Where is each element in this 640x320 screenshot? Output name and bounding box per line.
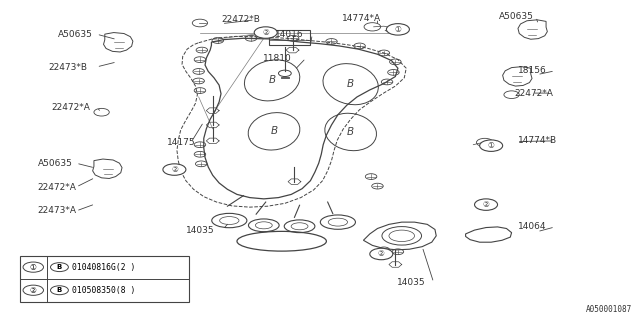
Circle shape xyxy=(254,27,277,38)
Text: ②: ② xyxy=(483,200,490,209)
Text: B: B xyxy=(271,126,278,136)
Text: A50635: A50635 xyxy=(499,12,534,21)
Text: 22473*A: 22473*A xyxy=(38,206,77,215)
Circle shape xyxy=(23,285,44,295)
Text: 11810: 11810 xyxy=(262,53,291,62)
Circle shape xyxy=(479,140,502,151)
Circle shape xyxy=(51,263,68,272)
Text: A50635: A50635 xyxy=(38,159,72,168)
Circle shape xyxy=(51,286,68,295)
Circle shape xyxy=(23,262,44,272)
Text: 22472*B: 22472*B xyxy=(221,15,260,24)
Text: A50635: A50635 xyxy=(58,30,93,39)
Circle shape xyxy=(370,248,393,260)
Circle shape xyxy=(163,164,186,175)
Text: ②: ② xyxy=(171,165,178,174)
Text: ①: ① xyxy=(30,263,36,272)
Text: 22472*A: 22472*A xyxy=(38,183,77,192)
Text: 01040816G(2 ): 01040816G(2 ) xyxy=(72,263,136,272)
Text: ②: ② xyxy=(262,28,269,37)
Text: A050001087: A050001087 xyxy=(586,305,632,314)
Text: 14175: 14175 xyxy=(167,138,195,147)
Circle shape xyxy=(474,199,497,210)
Text: 14035: 14035 xyxy=(397,278,425,287)
Text: ②: ② xyxy=(378,250,385,259)
Text: B: B xyxy=(269,75,276,85)
Text: 14774*B: 14774*B xyxy=(518,136,557,145)
Text: B: B xyxy=(57,264,62,270)
Text: 18156: 18156 xyxy=(518,66,547,75)
Text: ②: ② xyxy=(30,286,36,295)
Text: 14064: 14064 xyxy=(518,222,547,231)
Circle shape xyxy=(387,24,410,35)
Bar xyxy=(20,256,189,302)
Text: 14035: 14035 xyxy=(186,226,214,235)
Text: B: B xyxy=(57,287,62,293)
Text: ①: ① xyxy=(488,141,495,150)
Text: B: B xyxy=(347,127,354,137)
Text: 14016: 14016 xyxy=(275,30,304,39)
Text: ①: ① xyxy=(394,25,401,34)
Text: B: B xyxy=(347,79,354,89)
Text: 22472*A: 22472*A xyxy=(515,89,554,98)
Text: 22473*B: 22473*B xyxy=(49,63,88,72)
Bar xyxy=(269,30,310,45)
Text: 010508350(8 ): 010508350(8 ) xyxy=(72,286,136,295)
Text: 22472*A: 22472*A xyxy=(52,103,91,112)
Text: 14774*A: 14774*A xyxy=(342,14,381,23)
